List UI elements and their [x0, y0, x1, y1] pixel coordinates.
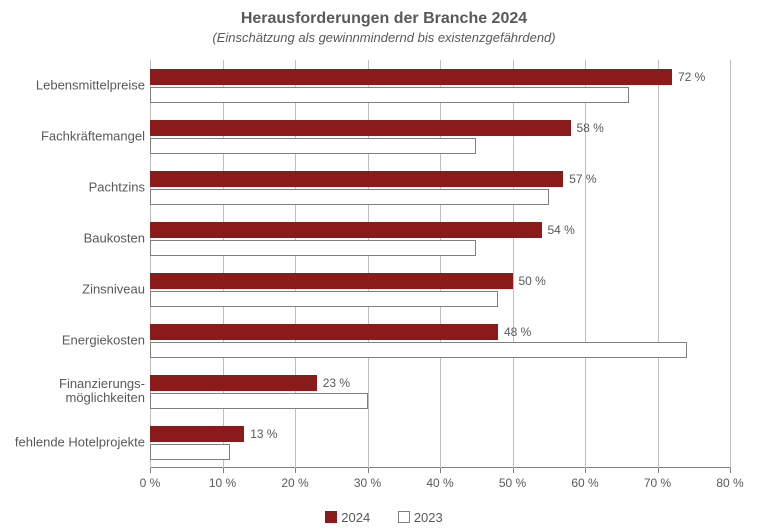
bar-value-label: 50 %	[519, 274, 546, 288]
bar-value-label: 54 %	[548, 223, 575, 237]
gridline	[658, 60, 659, 468]
x-tick-mark	[295, 468, 296, 473]
bar-2023	[150, 342, 687, 358]
x-tick-label: 40 %	[426, 476, 453, 490]
x-tick-label: 80 %	[716, 476, 743, 490]
category-label: Fachkräftemangel	[5, 129, 145, 144]
bar-value-label: 13 %	[250, 427, 277, 441]
legend: 2024 2023	[0, 510, 768, 527]
x-tick-label: 70 %	[644, 476, 671, 490]
x-tick-mark	[658, 468, 659, 473]
bar-2023	[150, 240, 476, 256]
category-label: fehlende Hotelprojekte	[5, 435, 145, 450]
x-tick-label: 50 %	[499, 476, 526, 490]
chart-subtitle: (Einschätzung als gewinnmindernd bis exi…	[0, 30, 768, 45]
bar-2024	[150, 69, 672, 85]
bar-2024	[150, 375, 317, 391]
legend-item-2024: 2024	[325, 510, 370, 525]
legend-label-2024: 2024	[341, 510, 370, 525]
bar-2024	[150, 171, 563, 187]
legend-swatch-2024	[325, 511, 337, 523]
x-tick-mark	[440, 468, 441, 473]
category-label: Baukosten	[5, 231, 145, 246]
bar-2024	[150, 273, 513, 289]
x-tick-label: 10 %	[209, 476, 236, 490]
x-tick-mark	[150, 468, 151, 473]
bar-value-label: 58 %	[577, 121, 604, 135]
bar-value-label: 48 %	[504, 325, 531, 339]
bar-2023	[150, 444, 230, 460]
bar-2024	[150, 120, 571, 136]
bar-2024	[150, 222, 542, 238]
x-tick-label: 60 %	[571, 476, 598, 490]
x-tick-mark	[585, 468, 586, 473]
bar-2023	[150, 393, 368, 409]
x-tick-mark	[730, 468, 731, 473]
category-label: Pachtzins	[5, 180, 145, 195]
x-tick-label: 30 %	[354, 476, 381, 490]
bar-2024	[150, 426, 244, 442]
legend-label-2023: 2023	[414, 510, 443, 525]
category-label: Finanzierungs- möglichkeiten	[5, 377, 145, 407]
gridline	[730, 60, 731, 468]
category-label: Energiekosten	[5, 333, 145, 348]
bar-value-label: 57 %	[569, 172, 596, 186]
bar-2024	[150, 324, 498, 340]
x-tick-mark	[368, 468, 369, 473]
chart-container: Herausforderungen der Branche 2024 (Eins…	[0, 0, 768, 532]
category-label: Lebensmittelpreise	[5, 78, 145, 93]
bar-value-label: 72 %	[678, 70, 705, 84]
x-tick-mark	[223, 468, 224, 473]
plot-area: 72 % 58 % 57 % 54 % 50 % 48 % 23 % 13 %	[150, 60, 730, 468]
bar-2023	[150, 291, 498, 307]
bar-value-label: 23 %	[323, 376, 350, 390]
legend-swatch-2023	[398, 511, 410, 523]
chart-title: Herausforderungen der Branche 2024	[0, 0, 768, 28]
x-tick-mark	[513, 468, 514, 473]
bar-2023	[150, 189, 549, 205]
x-tick-label: 20 %	[281, 476, 308, 490]
bar-2023	[150, 87, 629, 103]
category-label: Zinsniveau	[5, 282, 145, 297]
x-tick-label: 0 %	[140, 476, 161, 490]
legend-item-2023: 2023	[398, 510, 443, 525]
bar-2023	[150, 138, 476, 154]
